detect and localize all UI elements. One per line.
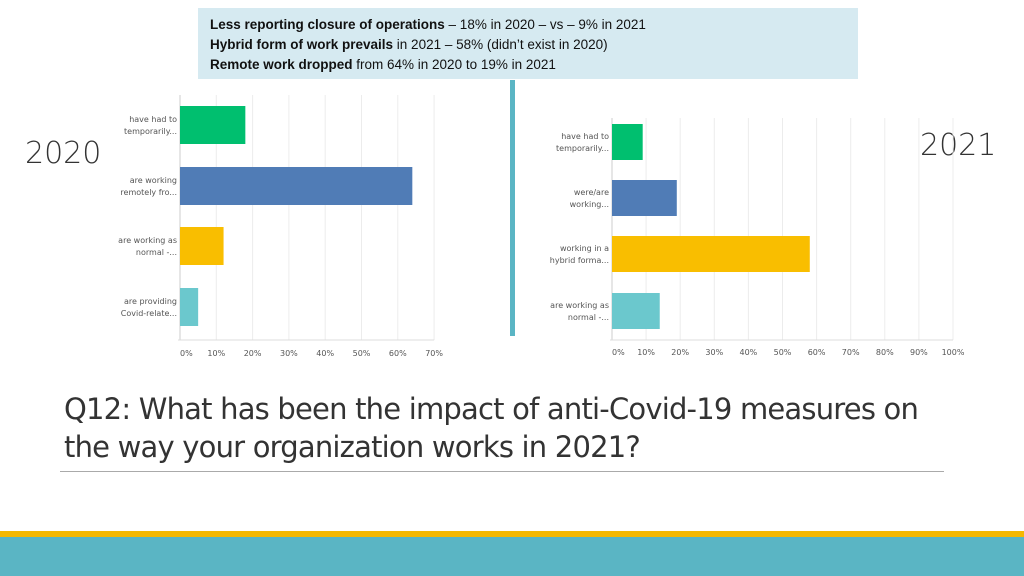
callout-line-3: Remote work dropped from 64% in 2020 to … [210,57,556,72]
category-label: are providing [124,297,177,306]
x-tick-label: 10% [207,349,225,358]
callout-line-2: Hybrid form of work prevails in 2021 – 5… [210,37,608,52]
category-label: remotely fro... [120,188,177,197]
x-tick-label: 20% [244,349,262,358]
bar-3 [612,236,810,272]
category-label: have had to [561,132,609,141]
category-label: working in a [560,244,609,253]
x-tick-label: 60% [389,349,407,358]
category-label: have had to [129,115,177,124]
category-label: temporarily... [124,127,177,136]
category-label: are working [130,176,177,185]
x-tick-label: 50% [774,348,792,357]
footer-accent-stripe [0,531,1024,537]
category-label: were/are [574,188,609,197]
chart-divider [510,80,515,336]
bar-3 [180,227,224,265]
x-tick-label: 40% [740,348,758,357]
category-label: are working as [550,301,609,310]
x-tick-label: 60% [808,348,826,357]
x-tick-label: 100% [942,348,965,357]
x-tick-label: 40% [316,349,334,358]
footer-band [0,537,1024,576]
x-tick-label: 70% [842,348,860,357]
x-tick-label: 0% [180,349,193,358]
x-tick-label: 20% [671,348,689,357]
bar-1 [180,106,246,144]
x-tick-label: 30% [705,348,723,357]
x-tick-label: 70% [425,349,443,358]
category-label: hybrid forma... [550,256,609,265]
category-label: temporarily... [556,144,609,153]
year-label-2021: 2021 [920,128,997,163]
category-label: normal -... [136,248,177,257]
callout-line-1: Less reporting closure of operations – 1… [210,17,646,32]
category-label: are working as [118,236,177,245]
x-tick-label: 80% [876,348,894,357]
charts-canvas: 0% 10% 20% 30% 40% 50% 60% 70% have had to tempor… [118,95,965,358]
category-label: working... [570,200,609,209]
bar-2 [612,180,677,216]
x-tick-label: 50% [353,349,371,358]
year-label-2020: 2020 [25,136,102,171]
x-tick-label: 90% [910,348,928,357]
title-rule [60,471,944,472]
x-tick-label: 30% [280,349,298,358]
bar-4 [612,293,660,329]
summary-callout: Less reporting closure of operations – 1… [198,8,858,79]
bar-1 [612,124,643,160]
category-label: normal -... [568,313,609,322]
bar-2 [180,167,413,205]
x-tick-label: 0% [612,348,625,357]
x-tick-label: 10% [637,348,655,357]
category-label: Covid-relate... [121,309,177,318]
slide-title: Q12: What has been the impact of anti-Co… [64,392,919,464]
bar-4 [180,288,199,326]
